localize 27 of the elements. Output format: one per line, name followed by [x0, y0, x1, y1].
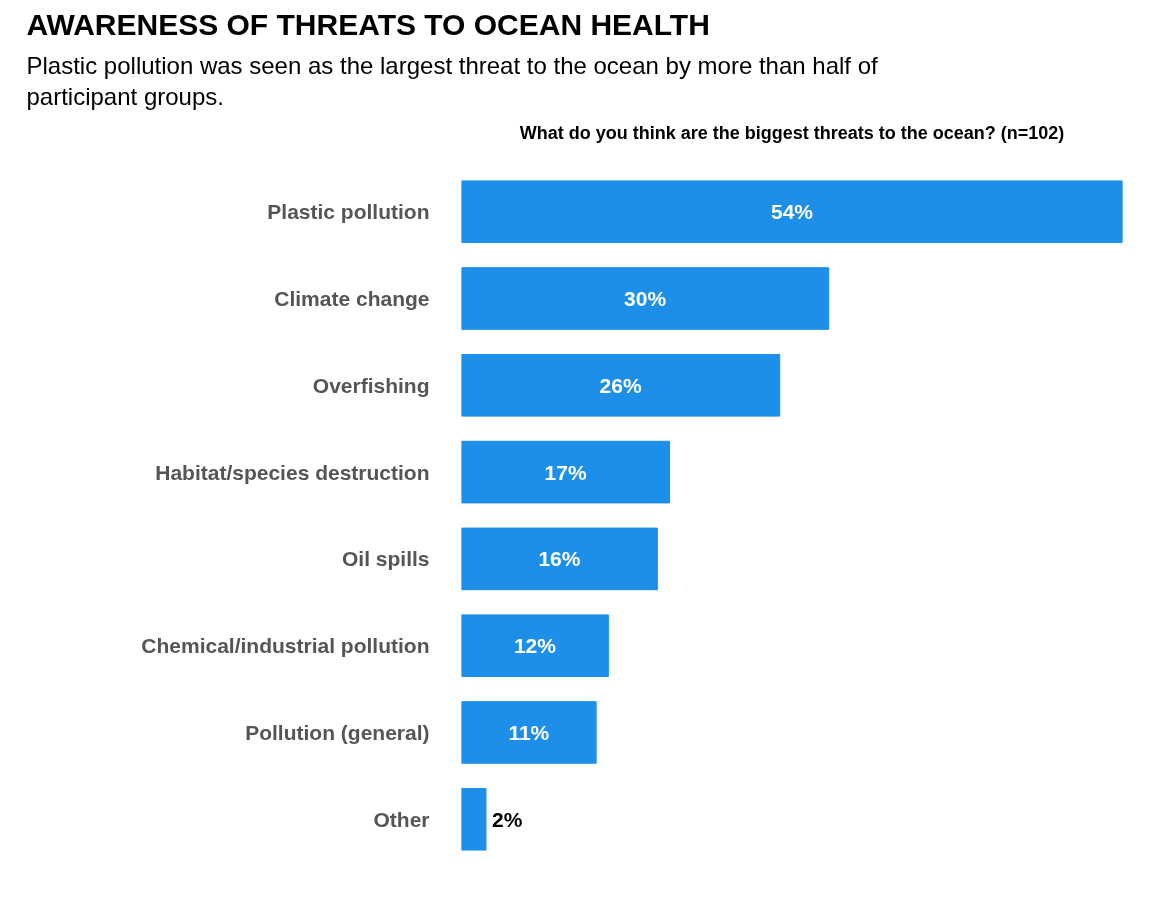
y-tick-label: Climate change	[274, 287, 430, 311]
data-label: 26%	[599, 373, 642, 397]
bar	[461, 180, 1123, 244]
data-label: 11%	[508, 720, 550, 744]
y-tick-label: Other	[373, 807, 430, 831]
data-label: 2%	[491, 807, 523, 831]
y-tick-label: Pollution (general)	[245, 720, 430, 744]
y-tick-label: Oil spills	[341, 547, 430, 571]
text: What do you think are the biggest threats to the ocean? (n=102)	[519, 122, 1065, 143]
y-tick-label: Chemical/industrial pollution	[141, 634, 430, 658]
bar	[461, 354, 781, 417]
bar	[461, 614, 609, 677]
data-label: 54%	[770, 200, 814, 224]
bar	[461, 701, 597, 764]
chart-title: AWARENESS OF THREATS TO OCEAN HEALTH	[26, 7, 710, 41]
data-label: 12%	[513, 634, 557, 658]
data-label: 16%	[538, 547, 581, 571]
y-tick-label: Overfishing	[312, 373, 430, 397]
y-tick-label: Plastic pollution	[267, 200, 430, 224]
bar	[461, 527, 658, 591]
data-label: 17%	[544, 460, 587, 484]
bar	[461, 440, 671, 504]
bar	[461, 787, 487, 851]
data-label: 30%	[624, 287, 667, 311]
chart-subtitle: Plastic pollution was seen as the largest threat to the ocean by more than half of participant groups.	[26, 52, 878, 111]
bar	[461, 267, 830, 330]
y-tick-label: Habitat/species destruction	[155, 460, 430, 484]
